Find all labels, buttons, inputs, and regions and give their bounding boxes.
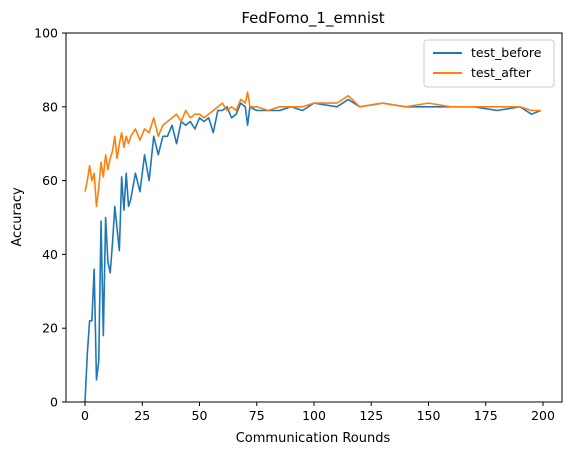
chart-title: FedFomo_1_emnist — [241, 9, 384, 28]
y-tick-label: 20 — [42, 321, 58, 336]
series-line-test-after — [84, 91, 541, 208]
legend-label-test-after: test_after — [471, 65, 532, 80]
plot-frame — [65, 32, 563, 403]
x-tick-label: 75 — [249, 408, 265, 423]
x-tick-label: 200 — [531, 408, 555, 423]
y-axis-label: Accuracy — [10, 187, 25, 247]
legend-label-test-before: test_before — [471, 45, 542, 60]
x-tick-label: 50 — [192, 408, 208, 423]
y-tick-label: 60 — [42, 173, 58, 188]
legend-box — [423, 39, 555, 88]
x-axis-label: Communication Rounds — [236, 431, 391, 446]
series-line-test-before — [84, 98, 541, 403]
x-tick-label: 25 — [134, 408, 150, 423]
y-tick-label: 80 — [42, 99, 58, 114]
y-tick-label: 100 — [34, 26, 58, 41]
x-tick-label: 150 — [417, 408, 441, 423]
x-tick-label: 0 — [81, 408, 89, 423]
x-tick-label: 175 — [474, 408, 498, 423]
legend: test_before test_after — [423, 39, 555, 88]
x-tick-label: 125 — [359, 408, 383, 423]
y-tick-label: 40 — [42, 247, 58, 262]
y-tick-label: 0 — [50, 395, 58, 410]
x-tick-label: 100 — [302, 408, 326, 423]
